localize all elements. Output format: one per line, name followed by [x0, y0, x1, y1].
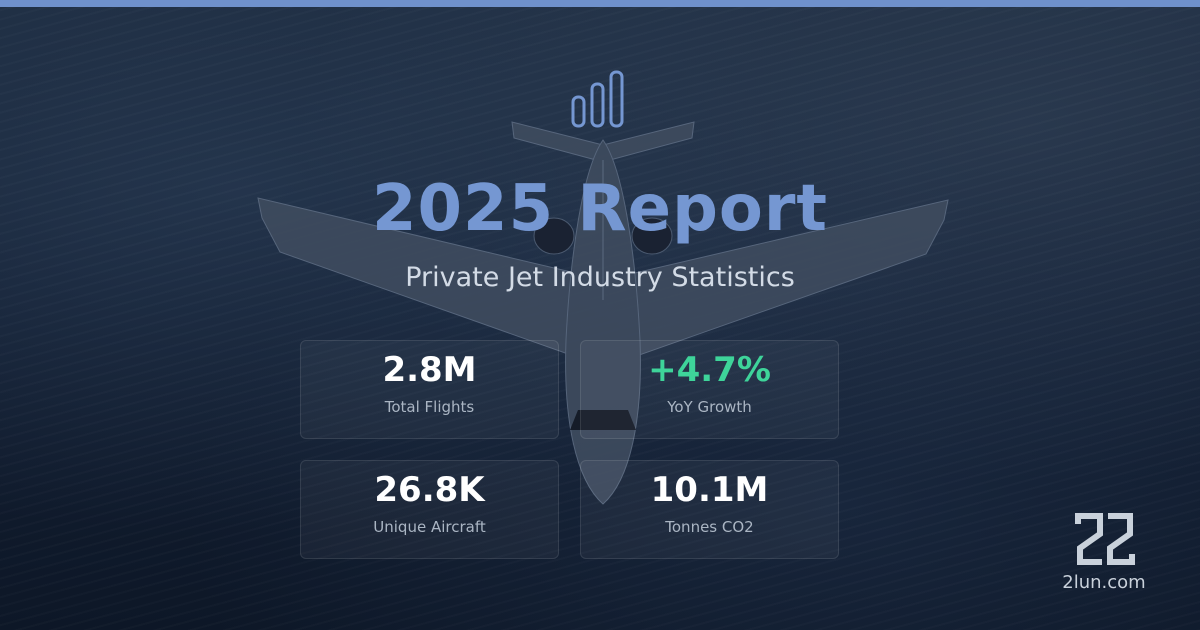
stat-label: Tonnes CO2: [665, 518, 754, 536]
stat-card-yoy-growth: +4.7% YoY Growth: [580, 340, 839, 439]
page-subtitle: Private Jet Industry Statistics: [405, 262, 795, 293]
stat-value: 10.1M: [650, 470, 769, 510]
stat-card-total-flights: 2.8M Total Flights: [300, 340, 559, 439]
stat-value: 2.8M: [382, 350, 477, 390]
stat-label: YoY Growth: [667, 398, 752, 416]
top-accent-bar: [0, 0, 1200, 7]
stat-label: Total Flights: [384, 398, 475, 416]
stat-card-unique-aircraft: 26.8K Unique Aircraft: [300, 460, 559, 559]
site-name[interactable]: 2lun.com: [1062, 572, 1146, 593]
stat-label: Unique Aircraft: [373, 518, 486, 536]
page-title: 2025 Report: [371, 172, 829, 246]
stat-card-tonnes-co2: 10.1M Tonnes CO2: [580, 460, 839, 559]
bar-chart-icon: [571, 70, 624, 128]
stat-value: +4.7%: [648, 350, 771, 390]
stat-value: 26.8K: [374, 470, 485, 510]
2lun-logo-icon: [1075, 513, 1135, 565]
